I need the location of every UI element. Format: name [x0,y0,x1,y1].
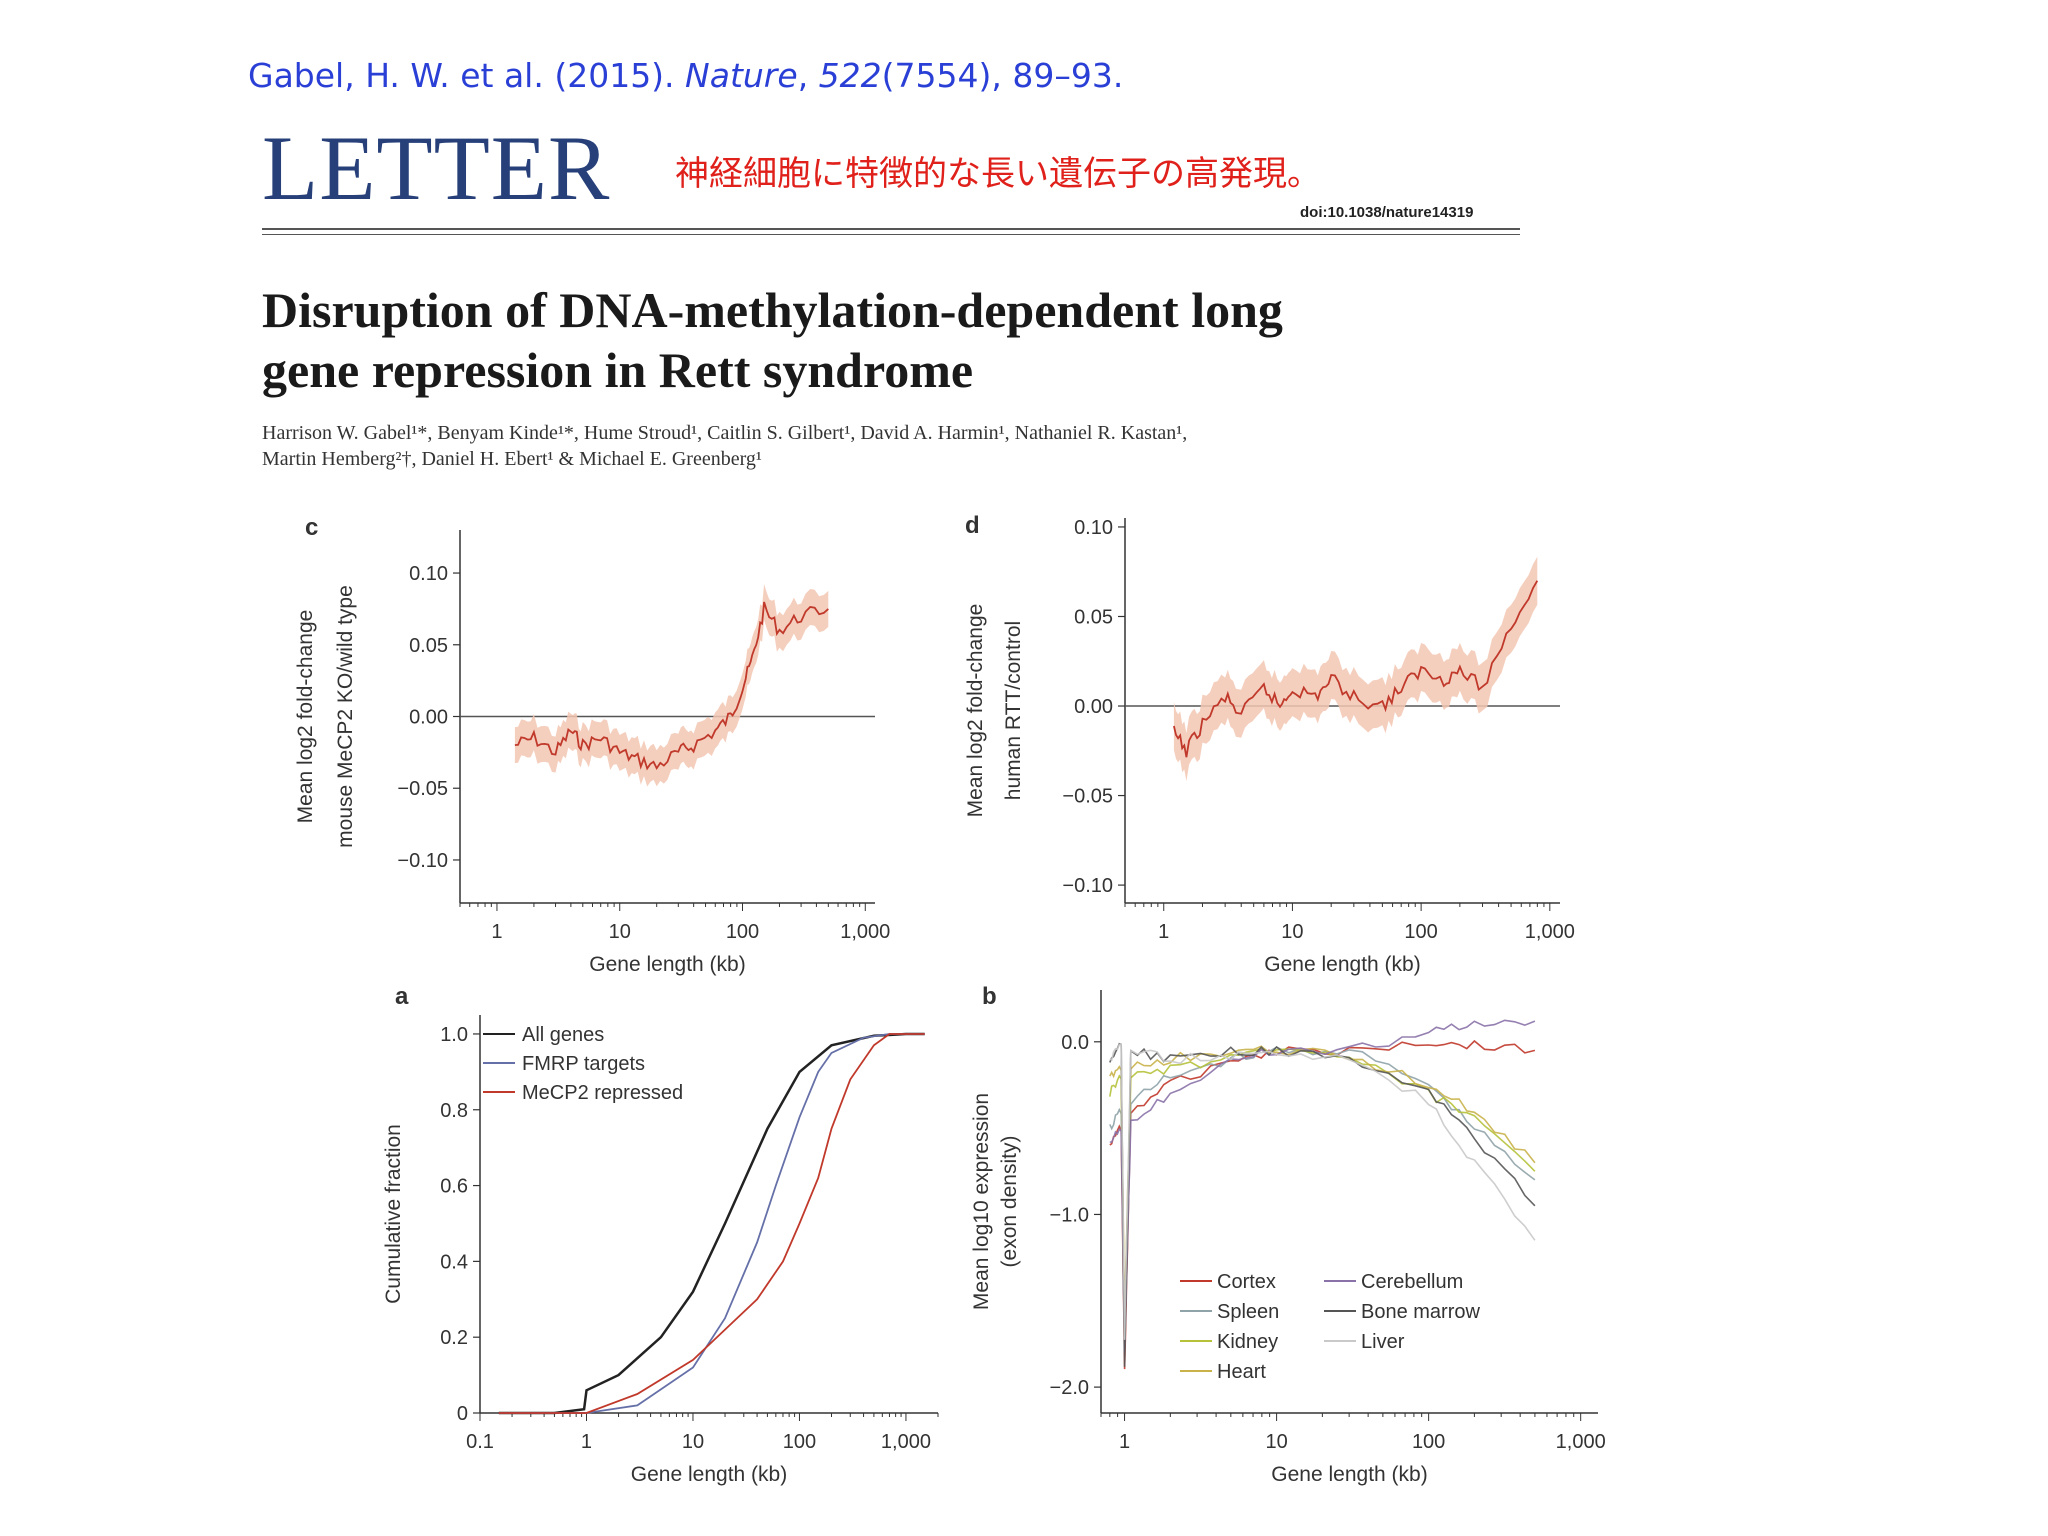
b-x-tick-label: 100 [1412,1431,1445,1453]
citation-authors: Gabel, H. W. et al. (2015). [248,56,686,95]
a-x-tick-label: 0.1 [466,1431,494,1453]
d-x-tick-label: 1,000 [1525,921,1575,943]
d-y-tick-label: −0.05 [1062,786,1113,808]
citation: Gabel, H. W. et al. (2015). Nature, 522(… [248,56,1123,95]
c-y-axis-label-line2: mouse MeCP2 KO/wild type [334,585,357,848]
a-series-fmrp-targets [498,1033,925,1414]
b-x-axis-label: Gene length (kb) [1271,1463,1427,1486]
panel-letter-b: b [982,983,997,1010]
chart-b: 0.0 −1.0 −2.0 1 10 100 1,000 Gene length (kb) Me… [970,990,1606,1486]
d-y-tick-label: 0.05 [1074,606,1113,628]
a-y-tick-label: 0 [457,1403,468,1425]
b-legend-label: Heart [1217,1361,1266,1383]
a-y-axis-label: Cumulative fraction [382,1124,405,1304]
b-legend-label: Cortex [1217,1271,1276,1293]
d-y-axis-label-line2: human RTT/control [1002,621,1025,800]
header-rule-top [262,228,1520,230]
article-title: Disruption of DNA-methylation-dependent … [262,280,1562,400]
c-x-tick-label: 1 [491,921,502,943]
a-legend-label: MeCP2 repressed [522,1082,683,1104]
d-confidence-band [1173,556,1538,782]
c-y-tick-label: 0.05 [409,635,448,657]
citation-volume: 522 [818,56,882,95]
japanese-note: 神経細胞に特徴的な長い遺伝子の高発現。 [675,154,1321,194]
citation-issue-pages: (7554), 89–93. [881,56,1124,95]
c-series-line [514,601,829,771]
c-y-axis-label-line1: Mean log2 fold-change [294,610,317,824]
author-list: Harrison W. Gabel¹*, Benyam Kinde¹*, Hum… [262,420,1462,472]
b-legend-label: Spleen [1217,1301,1279,1323]
a-y-tick-label: 0.2 [440,1327,468,1349]
b-y-axis-label-line1: Mean log10 expression [970,1093,993,1310]
c-y-tick-label: −0.10 [397,850,448,872]
b-y-axis-label-line2: (exon density) [998,1136,1021,1268]
a-x-tick-label: 1 [581,1431,592,1453]
d-y-tick-label: 0.10 [1074,517,1113,539]
d-x-tick-label: 10 [1281,921,1303,943]
c-x-tick-label: 10 [609,921,631,943]
b-legend-label: Cerebellum [1361,1271,1463,1293]
d-x-tick-label: 1 [1158,921,1169,943]
a-y-tick-label: 0.6 [440,1176,468,1198]
a-legend-label: All genes [522,1024,604,1046]
c-x-tick-label: 100 [726,921,759,943]
a-x-tick-label: 100 [783,1431,816,1453]
author-line2: Martin Hemberg²†, Daniel H. Ebert¹ & Mic… [262,448,762,470]
c-confidence-band [514,584,829,787]
b-y-tick-label: −1.0 [1050,1204,1089,1226]
a-series-mecp2-repressed [498,1033,925,1414]
b-y-tick-label: −2.0 [1050,1377,1089,1399]
d-x-tick-label: 100 [1404,921,1437,943]
b-x-tick-label: 1,000 [1556,1431,1606,1453]
citation-journal: Nature [685,56,798,95]
header-rule-bottom [262,234,1520,235]
a-y-tick-label: 0.8 [440,1100,468,1122]
b-x-tick-label: 10 [1265,1431,1287,1453]
chart-d: 0.10 0.05 0.00 −0.05 −0.10 1 10 100 1,000 Gene le… [964,517,1575,976]
letter-heading: LETTER [262,117,611,219]
article-title-line2: gene repression in Rett syndrome [262,342,974,398]
citation-sep: , [797,56,819,95]
b-series-heart [1109,1045,1536,1321]
b-series-liver [1109,1043,1536,1340]
d-y-axis-label-line1: Mean log2 fold-change [964,604,987,818]
a-x-tick-label: 1,000 [881,1431,931,1453]
panel-letter-d: d [965,512,980,539]
d-series-line [1173,580,1539,758]
article-title-line1: Disruption of DNA-methylation-dependent … [262,282,1283,338]
c-y-tick-label: 0.10 [409,563,448,585]
a-legend-label: FMRP targets [522,1053,645,1075]
c-y-tick-label: 0.00 [409,707,448,729]
chart-a: 1.0 0.8 0.6 0.4 0.2 0 0.1 1 10 100 1,000 Gene lengt… [382,1015,939,1486]
b-legend-label: Bone marrow [1361,1301,1480,1323]
panel-letter-a: a [395,983,409,1010]
d-y-tick-label: −0.10 [1062,875,1113,897]
b-x-tick-label: 1 [1119,1431,1130,1453]
c-x-tick-label: 1,000 [840,921,890,943]
panel-letter-c: c [305,514,318,541]
b-y-tick-label: 0.0 [1061,1032,1089,1054]
b-legend-label: Kidney [1217,1331,1278,1353]
chart-c: 0.10 0.05 0.00 −0.05 −0.10 1 10 100 1,000 Gene le… [294,530,890,976]
a-x-axis-label: Gene length (kb) [631,1463,787,1486]
d-x-axis-label: Gene length (kb) [1264,953,1420,976]
b-legend-label: Liver [1361,1331,1405,1353]
a-x-tick-label: 10 [682,1431,704,1453]
c-x-axis-label: Gene length (kb) [589,953,745,976]
a-y-tick-label: 1.0 [440,1024,468,1046]
author-line1: Harrison W. Gabel¹*, Benyam Kinde¹*, Hum… [262,422,1188,444]
d-y-tick-label: 0.00 [1074,696,1113,718]
a-y-tick-label: 0.4 [440,1251,468,1273]
doi-label: doi:10.1038/nature14319 [1300,204,1474,221]
c-y-tick-label: −0.05 [397,778,448,800]
